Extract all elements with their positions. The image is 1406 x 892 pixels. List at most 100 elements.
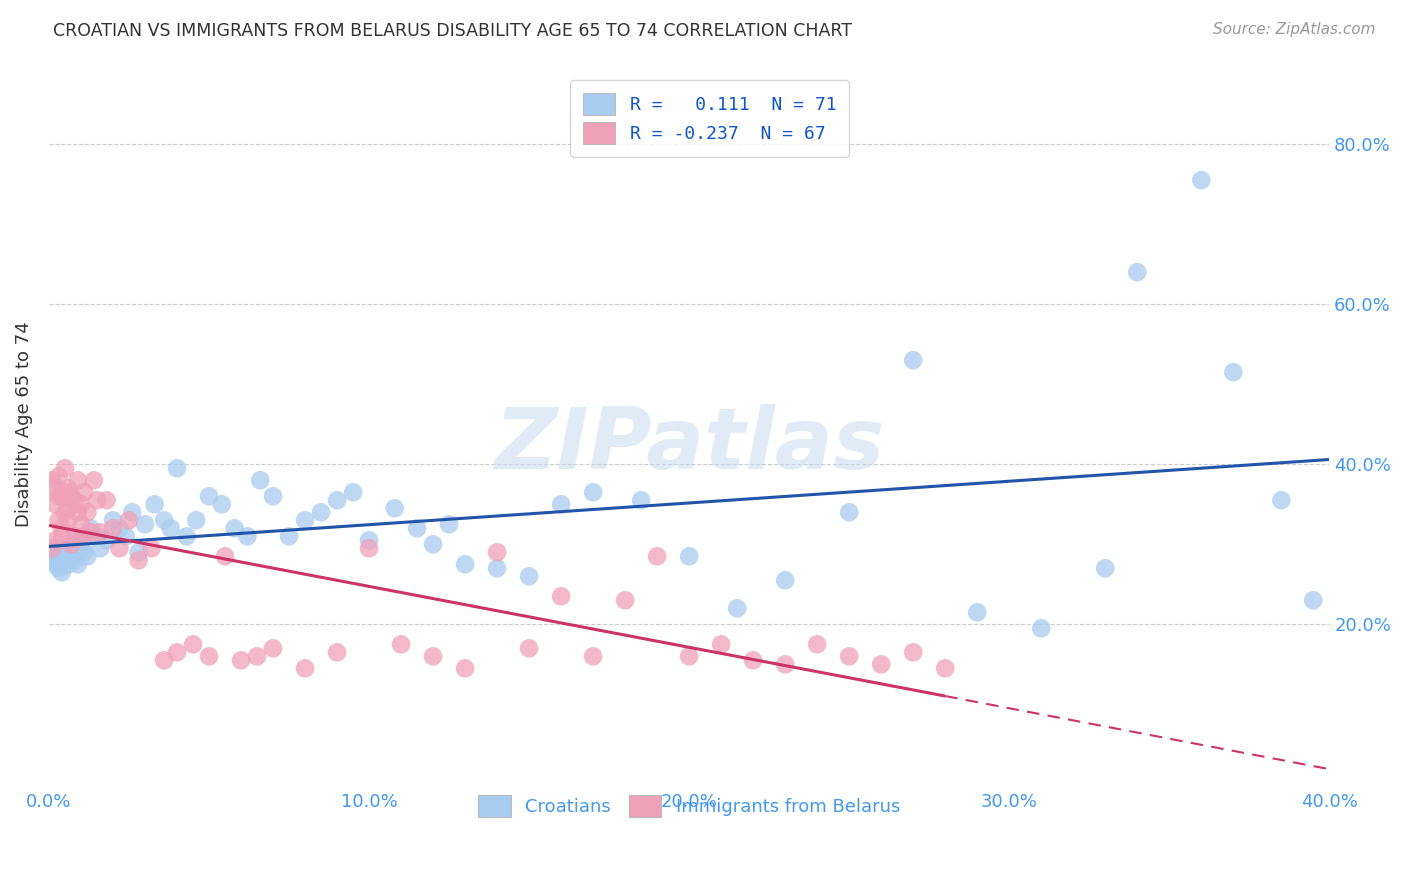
Point bbox=[357, 541, 380, 556]
Point bbox=[1094, 561, 1116, 575]
Point bbox=[342, 485, 364, 500]
Point bbox=[236, 529, 259, 543]
Point bbox=[51, 529, 73, 543]
Point bbox=[1031, 621, 1053, 635]
Point bbox=[41, 473, 63, 487]
Point bbox=[153, 513, 176, 527]
Point bbox=[44, 533, 66, 548]
Point bbox=[214, 549, 236, 564]
Point bbox=[51, 489, 73, 503]
Point bbox=[198, 649, 221, 664]
Point bbox=[114, 529, 136, 543]
Point bbox=[96, 493, 118, 508]
Point bbox=[645, 549, 668, 564]
Point bbox=[437, 517, 460, 532]
Point bbox=[454, 558, 477, 572]
Point bbox=[870, 657, 893, 672]
Point bbox=[70, 497, 93, 511]
Point bbox=[582, 485, 605, 500]
Point bbox=[159, 521, 181, 535]
Point bbox=[309, 505, 332, 519]
Point bbox=[56, 513, 79, 527]
Point bbox=[357, 533, 380, 548]
Point bbox=[73, 545, 96, 559]
Point bbox=[517, 641, 540, 656]
Point bbox=[128, 545, 150, 559]
Point bbox=[176, 529, 198, 543]
Point bbox=[86, 529, 108, 543]
Point bbox=[742, 653, 765, 667]
Point bbox=[41, 541, 63, 556]
Point bbox=[70, 541, 93, 556]
Point bbox=[838, 505, 860, 519]
Point bbox=[60, 489, 83, 503]
Point bbox=[486, 561, 509, 575]
Point bbox=[89, 525, 111, 540]
Point bbox=[141, 541, 163, 556]
Point bbox=[53, 545, 76, 559]
Point bbox=[51, 549, 73, 564]
Point bbox=[181, 637, 204, 651]
Point bbox=[60, 537, 83, 551]
Point bbox=[294, 661, 316, 675]
Point bbox=[53, 505, 76, 519]
Point bbox=[48, 489, 70, 503]
Point bbox=[406, 521, 429, 535]
Point bbox=[76, 505, 98, 519]
Point bbox=[63, 493, 86, 508]
Point bbox=[186, 513, 208, 527]
Point bbox=[44, 497, 66, 511]
Point bbox=[66, 505, 89, 519]
Point bbox=[53, 485, 76, 500]
Point bbox=[211, 497, 233, 511]
Point bbox=[76, 549, 98, 564]
Point bbox=[294, 513, 316, 527]
Point bbox=[614, 593, 637, 607]
Point bbox=[630, 493, 652, 508]
Point bbox=[79, 525, 101, 540]
Point bbox=[806, 637, 828, 651]
Point bbox=[278, 529, 301, 543]
Point bbox=[773, 574, 796, 588]
Text: CROATIAN VS IMMIGRANTS FROM BELARUS DISABILITY AGE 65 TO 74 CORRELATION CHART: CROATIAN VS IMMIGRANTS FROM BELARUS DISA… bbox=[53, 22, 852, 40]
Point bbox=[108, 541, 131, 556]
Point bbox=[710, 637, 733, 651]
Point bbox=[66, 473, 89, 487]
Point bbox=[1222, 365, 1244, 379]
Point bbox=[198, 489, 221, 503]
Point bbox=[389, 637, 412, 651]
Point bbox=[1126, 265, 1149, 279]
Point bbox=[1189, 173, 1212, 187]
Point bbox=[838, 649, 860, 664]
Point bbox=[118, 513, 141, 527]
Point bbox=[773, 657, 796, 672]
Y-axis label: Disability Age 65 to 74: Disability Age 65 to 74 bbox=[15, 321, 32, 527]
Point bbox=[44, 553, 66, 567]
Point bbox=[134, 517, 156, 532]
Point bbox=[517, 569, 540, 583]
Point bbox=[550, 497, 572, 511]
Point bbox=[262, 641, 284, 656]
Point bbox=[66, 558, 89, 572]
Point bbox=[56, 481, 79, 495]
Point bbox=[454, 661, 477, 675]
Point bbox=[56, 541, 79, 556]
Point bbox=[56, 558, 79, 572]
Point bbox=[89, 541, 111, 556]
Point bbox=[63, 553, 86, 567]
Point bbox=[582, 649, 605, 664]
Point bbox=[70, 517, 93, 532]
Point bbox=[48, 561, 70, 575]
Point bbox=[96, 533, 118, 548]
Point bbox=[384, 501, 406, 516]
Point bbox=[422, 537, 444, 551]
Point bbox=[79, 521, 101, 535]
Point bbox=[1302, 593, 1324, 607]
Point bbox=[83, 473, 105, 487]
Legend: Croatians, Immigrants from Belarus: Croatians, Immigrants from Belarus bbox=[470, 786, 910, 826]
Point bbox=[550, 590, 572, 604]
Point bbox=[678, 549, 700, 564]
Point bbox=[229, 653, 252, 667]
Point bbox=[166, 461, 188, 475]
Point bbox=[143, 497, 166, 511]
